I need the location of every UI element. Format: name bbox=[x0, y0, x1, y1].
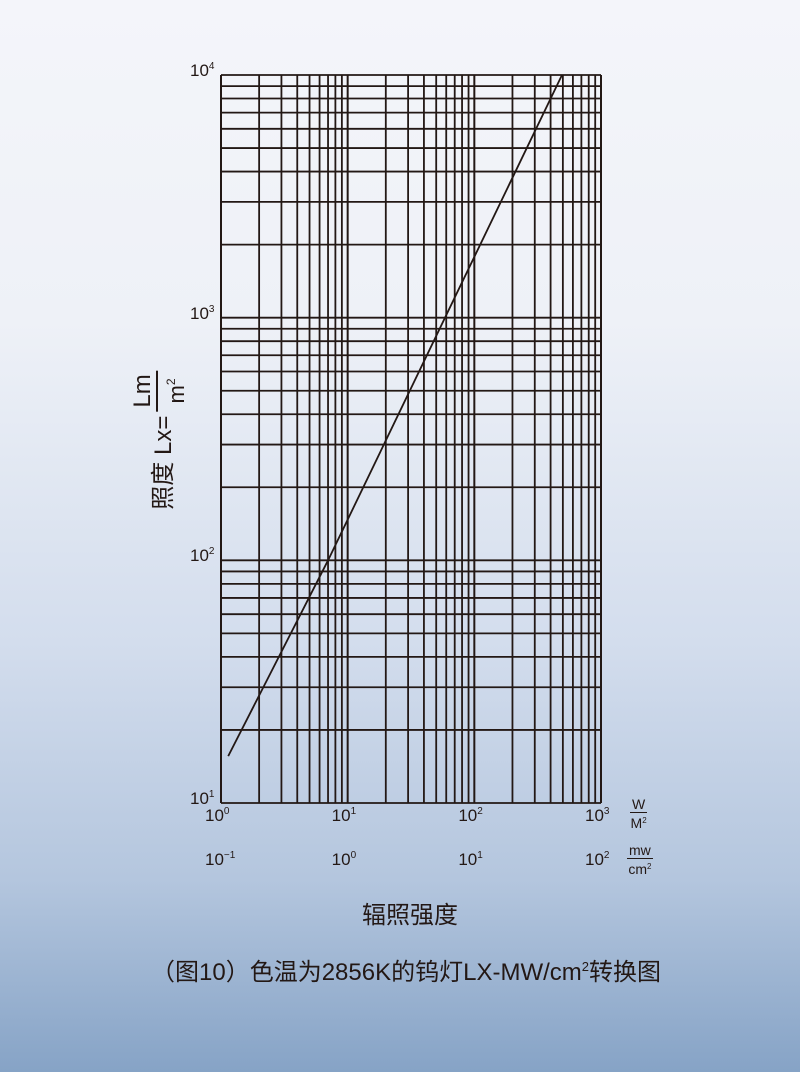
x-unit-secondary-den: cm2 bbox=[628, 861, 652, 877]
x-axis-label: 辐照强度 bbox=[362, 902, 458, 929]
y-tick-label: 103 bbox=[190, 303, 215, 323]
y-axis-label: 照度 Lx= Lm m2 bbox=[129, 370, 190, 510]
y-axis-label-den: m2 bbox=[164, 378, 189, 404]
y-tick-label: 104 bbox=[190, 61, 215, 80]
x-tick-label-secondary: 102 bbox=[585, 850, 610, 869]
y-axis-label-text: 照度 Lx= bbox=[149, 415, 177, 510]
caption: （图10）色温为2856K的钨灯LX-MW/cm2转换图 bbox=[151, 959, 661, 986]
data-line bbox=[227, 74, 563, 757]
x-tick-label-primary: 103 bbox=[585, 806, 610, 825]
y-tick-label: 102 bbox=[190, 546, 215, 566]
x-unit-primary-num: W bbox=[630, 796, 648, 813]
x-unit-secondary: mw cm2 bbox=[627, 842, 653, 877]
x-tick-label-secondary: 101 bbox=[458, 850, 483, 869]
y-axis-label-num: Lm bbox=[129, 370, 158, 412]
x-unit-primary-den: M2 bbox=[630, 815, 647, 831]
x-tick-label-primary: 100 bbox=[205, 806, 230, 825]
x-tick-label-primary: 102 bbox=[458, 806, 483, 825]
x-tick-label-primary: 101 bbox=[331, 806, 357, 825]
x-unit-secondary-num: mw bbox=[627, 842, 653, 859]
x-unit-primary: W M2 bbox=[630, 796, 648, 831]
x-tick-label-secondary: 10−1 bbox=[205, 850, 236, 869]
y-tick-label: 101 bbox=[190, 789, 215, 808]
x-tick-label-secondary: 100 bbox=[331, 850, 357, 869]
